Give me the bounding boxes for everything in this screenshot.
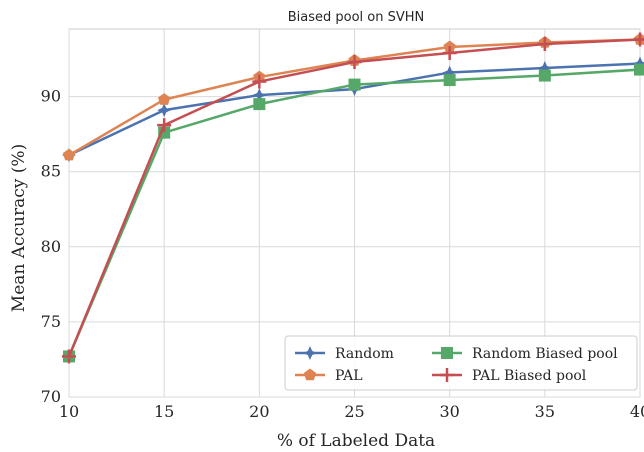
x-tick-label: 10 <box>59 402 79 421</box>
data-point <box>537 61 552 76</box>
legend-item: Random Biased pool <box>432 346 618 362</box>
x-tick-label: 30 <box>439 402 459 421</box>
legend: Random PAL Random Biased pool PAL Biased po… <box>284 335 638 391</box>
legend-item: Random <box>295 346 394 362</box>
series-pal-biased-pool <box>62 32 644 364</box>
y-axis-ticks: 70 75 80 85 90 <box>41 87 61 406</box>
data-point <box>157 93 171 105</box>
data-point <box>157 118 172 133</box>
data-point <box>443 74 456 87</box>
data-point <box>442 65 457 80</box>
data-point <box>157 103 172 118</box>
legend-marker <box>441 347 453 359</box>
y-tick-label: 90 <box>41 87 61 106</box>
data-point <box>347 55 362 70</box>
data-point <box>252 74 267 89</box>
data-point <box>62 349 76 364</box>
x-tick-label: 15 <box>154 402 174 421</box>
y-tick-label: 75 <box>41 312 61 331</box>
x-tick-label: 20 <box>249 402 269 421</box>
legend-item: PAL <box>295 368 363 384</box>
y-axis-label: Mean Accuracy (%) <box>9 144 29 312</box>
data-point <box>538 69 551 82</box>
legend-label: Random Biased pool <box>472 346 618 362</box>
x-axis-ticks: 10 15 20 25 30 35 40 <box>59 402 644 421</box>
x-axis-label: % of Labeled Data <box>277 431 435 451</box>
legend-marker <box>440 368 454 382</box>
data-point <box>634 63 644 76</box>
data-point <box>537 37 552 52</box>
y-tick-label: 70 <box>41 387 61 406</box>
chart-title: Biased pool on SVHN <box>288 10 425 25</box>
data-point <box>348 78 361 91</box>
legend-box <box>284 335 638 391</box>
data-point <box>633 32 644 47</box>
data-point <box>158 126 171 139</box>
y-tick-label: 80 <box>41 237 61 256</box>
data-point <box>62 148 76 161</box>
legend-marker <box>303 346 317 360</box>
x-tick-label: 40 <box>630 402 644 421</box>
legend-label: Random <box>335 346 394 362</box>
data-point <box>442 46 457 61</box>
y-tick-label: 85 <box>41 162 61 181</box>
series-layer <box>62 32 644 364</box>
data-point <box>252 88 267 103</box>
legend-label: PAL <box>335 368 363 384</box>
x-tick-label: 35 <box>535 402 555 421</box>
series-random-biased-pool <box>63 63 644 363</box>
data-point <box>253 98 266 111</box>
legend-marker <box>303 368 317 381</box>
legend-label: PAL Biased pool <box>472 368 587 384</box>
x-tick-label: 25 <box>344 402 364 421</box>
legend-item: PAL Biased pool <box>432 368 587 384</box>
